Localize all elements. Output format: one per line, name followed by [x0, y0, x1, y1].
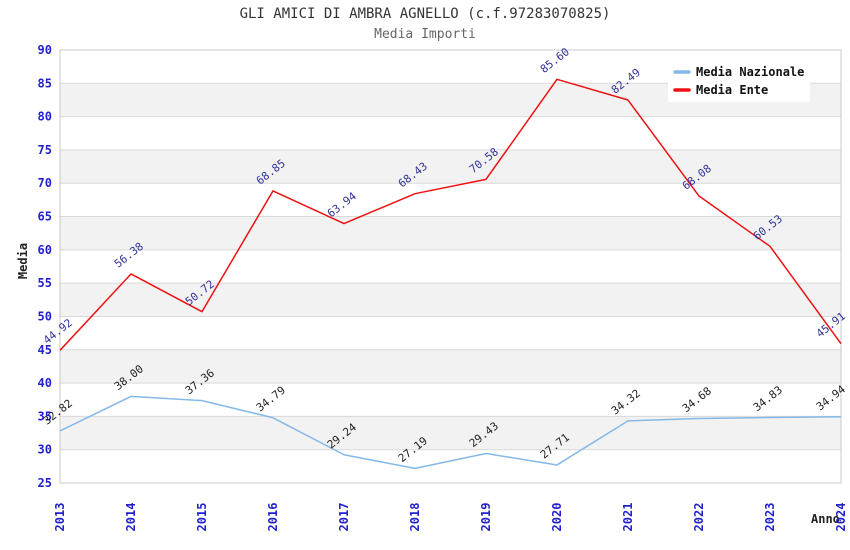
legend-item-label: Media Nazionale: [696, 65, 804, 79]
series-line-media-ente: [59, 78, 842, 351]
legend: [668, 58, 810, 102]
x-tick-label: 2018: [408, 503, 422, 532]
point-label: 34.83: [751, 383, 785, 414]
legend-item-label: Media Ente: [696, 83, 768, 97]
x-tick-label: 2021: [621, 503, 635, 532]
point-label: 34.79: [254, 384, 288, 415]
x-tick-label: 2022: [692, 503, 706, 532]
point-label: 34.68: [680, 384, 714, 415]
x-tick-label: 2015: [195, 503, 209, 532]
y-tick-label: 90: [38, 43, 52, 57]
x-tick-label: 2024: [834, 503, 848, 532]
x-tick-label: 2020: [550, 503, 564, 532]
y-tick-label: 50: [38, 309, 52, 323]
point-label: 34.94: [814, 382, 848, 413]
series-line-media-nazionale: [59, 395, 842, 470]
chart-subtitle: Media Importi: [374, 27, 476, 42]
plot-band: [60, 149, 841, 184]
y-tick-label: 60: [38, 243, 52, 257]
x-tick-label: 2019: [479, 503, 493, 532]
plot-band: [60, 216, 841, 250]
x-axis-title: Anno: [811, 512, 840, 526]
y-tick-label: 55: [38, 276, 52, 290]
point-label: 63.94: [325, 189, 359, 220]
x-tick-label: 2014: [124, 503, 138, 532]
point-label: 34.32: [609, 387, 643, 418]
y-tick-label: 85: [38, 76, 52, 90]
x-tick-label: 2013: [53, 503, 67, 532]
plot-band: [60, 416, 841, 450]
y-tick-label: 70: [38, 176, 52, 190]
y-tick-label: 30: [38, 443, 52, 457]
plot-band: [60, 349, 841, 384]
y-tick-label: 75: [38, 143, 52, 157]
y-tick-label: 45: [38, 343, 52, 357]
x-tick-label: 2017: [337, 503, 351, 532]
x-tick-label: 2016: [266, 503, 280, 532]
y-tick-label: 25: [38, 476, 52, 490]
x-tick-label: 2023: [763, 503, 777, 532]
plot-border: [59, 49, 842, 484]
y-tick-label: 65: [38, 210, 52, 224]
y-tick-label: 35: [38, 409, 52, 423]
y-tick-label: 40: [38, 376, 52, 390]
chart-title: GLI AMICI DI AMBRA AGNELLO (c.f.97283070…: [239, 6, 611, 22]
plot-band: [60, 283, 841, 317]
y-tick-label: 80: [38, 110, 52, 124]
